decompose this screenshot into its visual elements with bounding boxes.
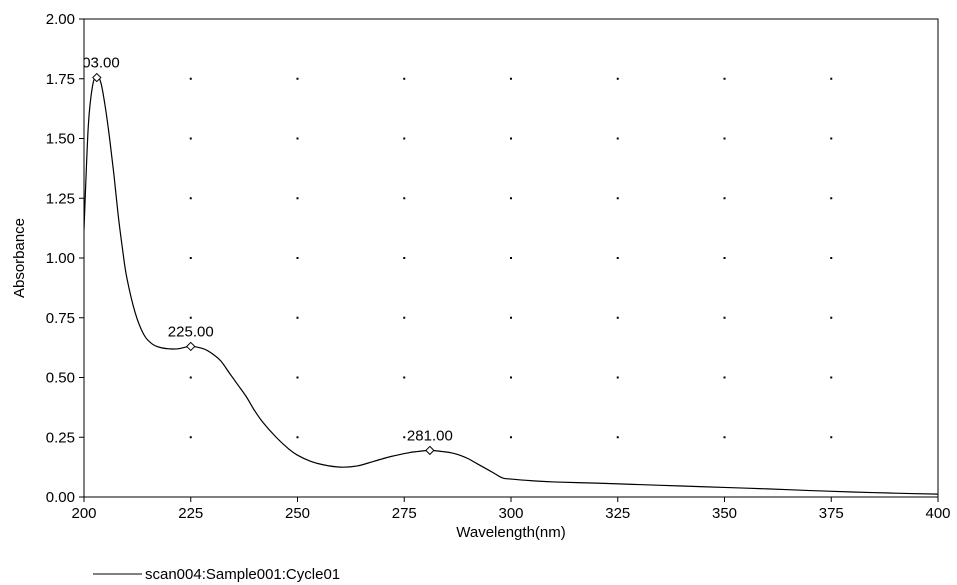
y-tick-label: 2.00	[46, 11, 75, 28]
grid-dot	[403, 436, 406, 439]
grid-dot	[830, 316, 833, 319]
grid-dot	[830, 436, 833, 439]
peak-marker	[186, 341, 196, 352]
grid-dot	[616, 436, 619, 439]
y-tick-label: 1.25	[46, 190, 75, 207]
grid-dot	[616, 137, 619, 140]
grid-dot	[616, 197, 619, 200]
grid-dot	[296, 376, 299, 379]
grid-dot	[616, 77, 619, 80]
x-tick-label: 200	[71, 505, 96, 522]
grid-dot	[723, 376, 726, 379]
y-tick-label: 1.00	[46, 250, 75, 267]
grid-dot	[189, 197, 192, 200]
y-tick-label: 1.50	[46, 131, 75, 148]
grid-dot	[723, 316, 726, 319]
peak-label: 281.00	[407, 427, 453, 444]
grid-dot	[510, 197, 512, 200]
x-tick-label: 250	[285, 505, 310, 522]
y-tick-label: 0.25	[46, 429, 75, 446]
x-tick-label: 300	[498, 505, 523, 522]
grid-dot	[830, 197, 833, 200]
series-layer	[84, 75, 938, 495]
grid-dot	[296, 316, 299, 319]
series-line	[84, 75, 938, 495]
peak-markers: 203.00 225.00 281.00	[74, 55, 453, 456]
peak-label: 203.00	[74, 55, 120, 72]
grid-dot	[296, 436, 299, 439]
x-axis-title: Wavelength(nm)	[456, 524, 565, 541]
peak-marker	[425, 445, 435, 456]
y-axis-title: Absorbance	[11, 218, 28, 298]
grid-dot	[296, 137, 299, 140]
x-tick-label: 375	[819, 505, 844, 522]
grid-dot	[189, 77, 192, 80]
grid-dot	[189, 376, 192, 379]
grid-dot	[510, 316, 512, 319]
grid-dot	[189, 436, 192, 439]
grid-dot	[403, 376, 406, 379]
grid-dot	[830, 77, 833, 80]
y-tick-label: 0.50	[46, 370, 75, 387]
y-tick-label: 0.75	[46, 310, 75, 327]
grid-dot	[723, 197, 726, 200]
y-tick-label: 0.00	[46, 489, 75, 506]
grid-dot	[403, 257, 406, 259]
grid-dot	[616, 376, 619, 379]
grid-dot	[403, 316, 406, 319]
x-tick-label: 275	[392, 505, 417, 522]
grid-dot	[403, 197, 406, 200]
grid-dot	[403, 77, 406, 80]
peak-label: 225.00	[168, 323, 214, 340]
x-tick-label: 325	[605, 505, 630, 522]
x-tick-label: 400	[925, 505, 950, 522]
grid-dot	[723, 257, 726, 259]
grid-dot	[510, 436, 512, 439]
grid-dot	[510, 257, 512, 259]
grid-dot	[510, 137, 512, 140]
grid-dot	[830, 376, 833, 379]
grid-dot	[616, 257, 619, 259]
grid-dot	[723, 436, 726, 439]
grid-dot	[189, 137, 192, 140]
legend-label: scan004:Sample001:Cycle01	[145, 566, 340, 583]
grid-dot	[510, 77, 512, 80]
grid-dot	[830, 257, 833, 259]
grid-dot	[723, 137, 726, 140]
grid-dot	[189, 316, 192, 319]
y-tick-label: 1.75	[46, 71, 75, 88]
grid-dots	[189, 77, 833, 439]
grid-dot	[510, 376, 512, 379]
grid-dot	[296, 197, 299, 200]
legend: scan004:Sample001:Cycle01	[93, 566, 340, 583]
peak-marker	[92, 72, 102, 83]
x-tick-label: 350	[712, 505, 737, 522]
grid-dot	[189, 257, 192, 259]
axes: 200 225 250 275 300 325 350 375 400 0.00 0.25 0.50 0…	[46, 11, 951, 522]
grid-dot	[830, 137, 833, 140]
grid-dot	[723, 77, 726, 80]
grid-dot	[616, 316, 619, 319]
grid-dot	[296, 257, 299, 259]
grid-dot	[296, 77, 299, 80]
grid-dot	[403, 137, 406, 140]
x-tick-label: 225	[178, 505, 203, 522]
